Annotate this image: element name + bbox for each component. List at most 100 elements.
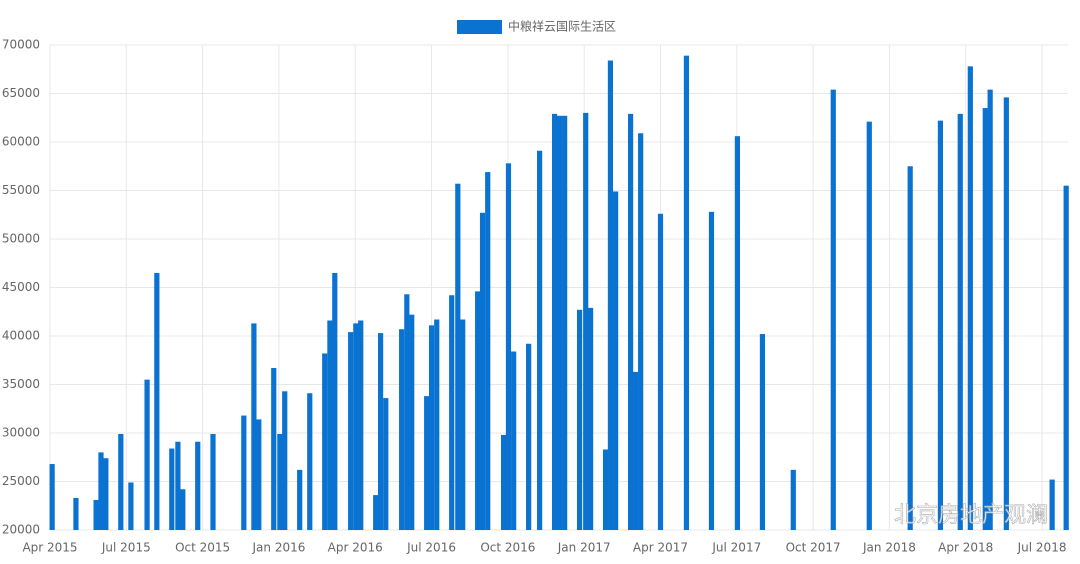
x-tick-label: Apr 2018 — [938, 541, 993, 555]
y-tick-label: 65000 — [2, 86, 40, 100]
bar — [556, 115, 563, 530]
bar — [907, 166, 913, 530]
legend-label: 中粮祥云国际生活区 — [508, 19, 616, 34]
bar — [210, 433, 216, 530]
bar — [683, 55, 690, 531]
bar — [866, 121, 872, 530]
bar — [98, 452, 104, 530]
bar — [180, 489, 186, 530]
bar — [103, 458, 109, 530]
x-tick-label: Jan 2017 — [557, 541, 611, 555]
y-tick-label: 20000 — [2, 523, 40, 537]
bar — [348, 332, 354, 530]
bar — [587, 307, 594, 530]
bar — [583, 112, 589, 531]
bar — [383, 398, 389, 530]
bar — [485, 172, 491, 530]
bar — [73, 497, 79, 530]
bar — [627, 113, 634, 531]
bar — [460, 319, 466, 530]
bar — [957, 113, 963, 531]
x-tick-label: Apr 2017 — [633, 541, 688, 555]
bar — [282, 391, 288, 530]
bar — [93, 499, 99, 530]
bar — [607, 60, 614, 531]
watermark: 北京房地产观澜 — [894, 503, 1048, 528]
bar — [424, 396, 430, 530]
bar — [399, 329, 405, 530]
bar — [1003, 97, 1009, 530]
bar — [551, 113, 558, 531]
bar — [169, 448, 175, 530]
bar — [332, 272, 338, 530]
x-tick-label: Jan 2018 — [862, 541, 916, 555]
bar — [505, 163, 512, 530]
bar — [449, 295, 455, 530]
bar — [937, 120, 944, 530]
y-tick-label: 70000 — [2, 38, 40, 52]
bar — [790, 469, 796, 530]
bar — [277, 433, 283, 530]
bar — [358, 320, 364, 530]
bar — [632, 371, 639, 530]
bar — [987, 89, 993, 531]
bar — [404, 294, 410, 530]
bar — [297, 469, 303, 530]
y-tick-label: 40000 — [2, 329, 40, 343]
bar — [500, 434, 507, 530]
bar — [475, 291, 481, 530]
x-tick-label: Apr 2016 — [328, 541, 383, 555]
bar — [377, 333, 384, 530]
bar — [479, 212, 486, 530]
x-tick-label: Jul 2016 — [406, 541, 456, 555]
bar — [638, 133, 644, 530]
bar — [537, 150, 543, 531]
bar — [154, 272, 160, 530]
bar — [118, 433, 124, 530]
bar — [577, 309, 583, 530]
legend-swatch — [457, 20, 502, 34]
bar — [49, 464, 55, 530]
bar — [734, 136, 741, 530]
bar — [307, 393, 313, 530]
bar — [256, 419, 262, 530]
bar — [144, 379, 150, 530]
x-tick-label: Oct 2017 — [786, 541, 841, 555]
bar — [434, 319, 440, 530]
bar — [613, 191, 619, 530]
bar — [511, 351, 517, 530]
bar — [251, 323, 257, 530]
bar — [708, 211, 715, 530]
bar — [322, 353, 328, 530]
bar — [241, 415, 247, 530]
bar — [967, 66, 973, 530]
y-tick-label: 45000 — [2, 280, 40, 294]
x-tick-label: Oct 2016 — [480, 541, 535, 555]
bar — [271, 368, 277, 530]
y-tick-label: 50000 — [2, 232, 40, 246]
bar — [373, 495, 379, 530]
y-tick-label: 55000 — [2, 183, 40, 197]
y-tick-label: 25000 — [2, 474, 40, 488]
bar — [409, 314, 415, 530]
bar — [759, 334, 766, 530]
bar — [1063, 185, 1069, 530]
x-tick-label: Apr 2015 — [22, 541, 77, 555]
bar — [982, 108, 988, 531]
y-tick-label: 30000 — [2, 426, 40, 440]
bar — [353, 323, 359, 530]
bar — [562, 115, 568, 530]
x-tick-label: Jan 2016 — [252, 541, 306, 555]
bar — [128, 482, 134, 530]
bar — [602, 449, 609, 530]
bar — [830, 89, 836, 531]
bar — [657, 213, 664, 530]
y-tick-label: 35000 — [2, 377, 40, 391]
y-tick-label: 60000 — [2, 135, 40, 149]
bar — [526, 343, 532, 530]
bar — [1049, 479, 1055, 530]
bar — [428, 325, 435, 530]
bar — [455, 183, 461, 530]
x-tick-label: Oct 2015 — [175, 541, 230, 555]
